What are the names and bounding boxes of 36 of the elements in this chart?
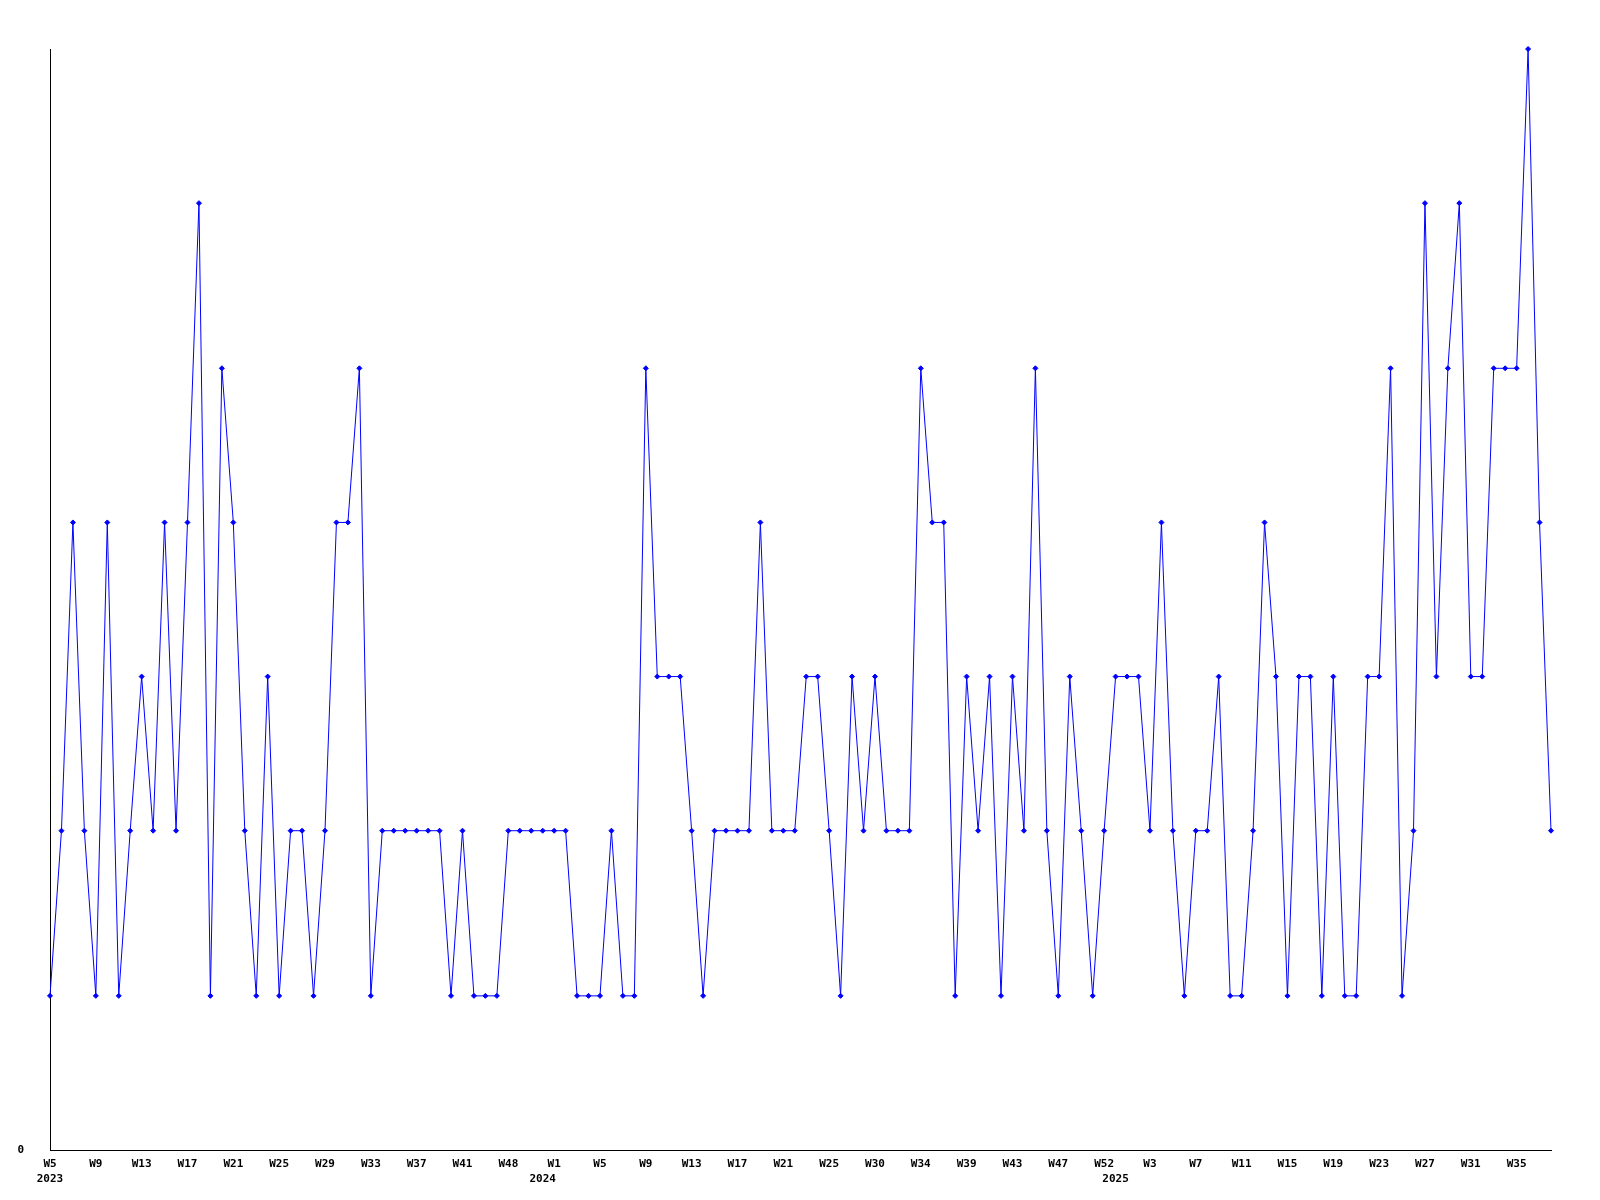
x-tick-label: W19	[1323, 1156, 1344, 1170]
x-tick-label: W7	[1189, 1156, 1203, 1170]
x-tick-label: W15	[1277, 1156, 1298, 1170]
x-tick-label: W13	[681, 1156, 702, 1170]
x-tick-label: W37	[406, 1156, 427, 1170]
x-tick-label: 2025	[1102, 1171, 1129, 1185]
x-tick-label: W52	[1094, 1156, 1115, 1170]
x-tick-label: W9	[639, 1156, 653, 1170]
x-tick-label: 2024	[529, 1171, 557, 1185]
x-tick-label: W30	[865, 1156, 885, 1170]
x-tick-label: W29	[315, 1156, 335, 1170]
x-tick-label: W48	[498, 1156, 519, 1170]
x-tick-label: W3	[1143, 1156, 1157, 1170]
x-tick-label: W9	[89, 1156, 103, 1170]
x-tick-label: W41	[452, 1156, 473, 1170]
x-tick-label: W34	[910, 1156, 932, 1170]
x-tick-label: W17	[727, 1156, 748, 1170]
x-tick-label: W35	[1506, 1156, 1527, 1170]
x-tick-label: W21	[223, 1156, 244, 1170]
x-tick-label: W11	[1231, 1156, 1252, 1170]
x-tick-label: W31	[1460, 1156, 1482, 1170]
text: 0	[17, 1142, 24, 1156]
x-tick-label: W1	[547, 1156, 562, 1170]
x-tick-label: W47	[1048, 1156, 1069, 1170]
x-tick-label: W25	[269, 1156, 290, 1170]
x-tick-label: W21	[773, 1156, 794, 1170]
x-tick-label: W23	[1369, 1156, 1390, 1170]
x-tick-label: W5 2023	[36, 1156, 64, 1185]
x-tick-label: W5	[593, 1156, 607, 1170]
x-tick-label: W33	[360, 1156, 381, 1170]
x-tick-label: W13	[131, 1156, 152, 1170]
x-tick-label: W43	[1002, 1156, 1023, 1170]
x-tick-label: W27	[1415, 1156, 1435, 1170]
x-tick-label: W25	[819, 1156, 840, 1170]
x-tick-label: W39	[956, 1156, 977, 1170]
x-tick-label: W17	[177, 1156, 198, 1170]
